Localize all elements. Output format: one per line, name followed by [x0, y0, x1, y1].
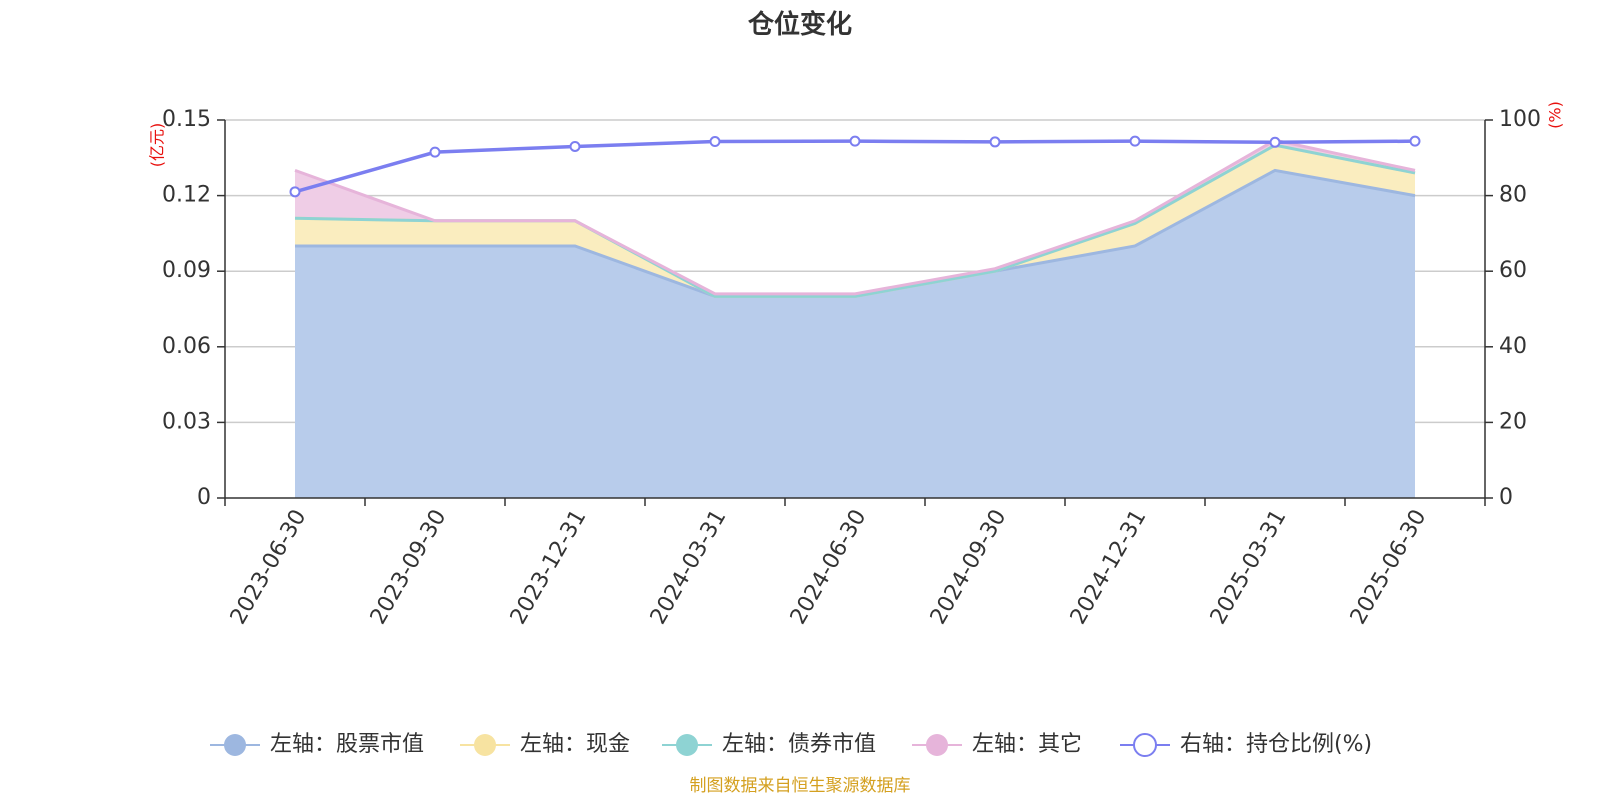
right-axis-tick-label: 100	[1499, 107, 1541, 132]
legend-label: 左轴：债券市值	[722, 732, 876, 757]
holding-ratio-point	[849, 135, 861, 147]
x-axis-tick-label: 2025-06-30	[1346, 506, 1432, 629]
left-axis-tick-label: 0	[197, 485, 211, 510]
area-左轴：股票市值	[295, 170, 1415, 498]
left-axis-tick-label: 0.09	[162, 258, 211, 283]
x-axis-tick-label: 2024-09-30	[926, 506, 1012, 629]
left-axis-tick-label: 0.06	[162, 334, 211, 359]
legend-label: 右轴：持仓比例(%)	[1180, 732, 1372, 757]
holding-ratio-point	[569, 140, 581, 152]
holding-ratio-point	[709, 136, 721, 148]
holding-ratio-point	[429, 146, 441, 158]
legend-marker-icon	[224, 734, 246, 756]
area-line-左轴：其它	[294, 138, 1416, 296]
legend-label: 左轴：其它	[972, 732, 1082, 757]
holding-ratio-point	[989, 136, 1001, 148]
legend-label: 左轴：股票市值	[270, 732, 424, 757]
legend-marker-icon	[1133, 733, 1157, 757]
left-axis-tick-label: 0.12	[162, 183, 211, 208]
holding-ratio-point	[1129, 135, 1141, 147]
right-axis-unit: (%)	[1546, 101, 1565, 129]
right-axis-tick-label: 0	[1499, 485, 1513, 510]
right-axis-tick-label: 40	[1499, 334, 1527, 359]
right-axis-tick-label: 60	[1499, 258, 1527, 283]
chart-title: 仓位变化	[747, 9, 852, 40]
x-axis-tick-label: 2023-06-30	[226, 506, 312, 629]
x-axis-tick-label: 2023-09-30	[366, 506, 452, 629]
left-axis-unit: (亿元)	[148, 123, 167, 168]
holding-ratio-line	[289, 135, 1421, 198]
legend-marker-icon	[676, 734, 698, 756]
legend-marker-icon	[926, 734, 948, 756]
right-axis-tick-label: 80	[1499, 183, 1527, 208]
x-axis-tick-label: 2024-12-31	[1066, 506, 1152, 629]
left-axis-tick-label: 0.15	[162, 107, 211, 132]
holding-ratio-point	[1269, 136, 1281, 148]
data-source-note: 制图数据来自恒生聚源数据库	[690, 776, 911, 796]
left-axis-tick-label: 0.03	[162, 409, 211, 434]
x-axis-tick-label: 2025-03-31	[1206, 506, 1292, 629]
holding-ratio-point	[289, 186, 301, 198]
stacked-areas	[294, 138, 1416, 498]
right-axis-tick-label: 20	[1499, 409, 1527, 434]
x-axis-tick-label: 2024-03-31	[646, 506, 732, 629]
legend-marker-icon	[474, 734, 496, 756]
holding-ratio-point	[1409, 135, 1421, 147]
legend: 左轴：股票市值 左轴：现金 左轴：债券市值 左轴：其它 右轴：持仓比例(%)	[210, 732, 1372, 757]
x-axis-tick-label: 2024-06-30	[786, 506, 872, 629]
legend-label: 左轴：现金	[520, 732, 630, 757]
x-axis-tick-label: 2023-12-31	[506, 506, 592, 629]
